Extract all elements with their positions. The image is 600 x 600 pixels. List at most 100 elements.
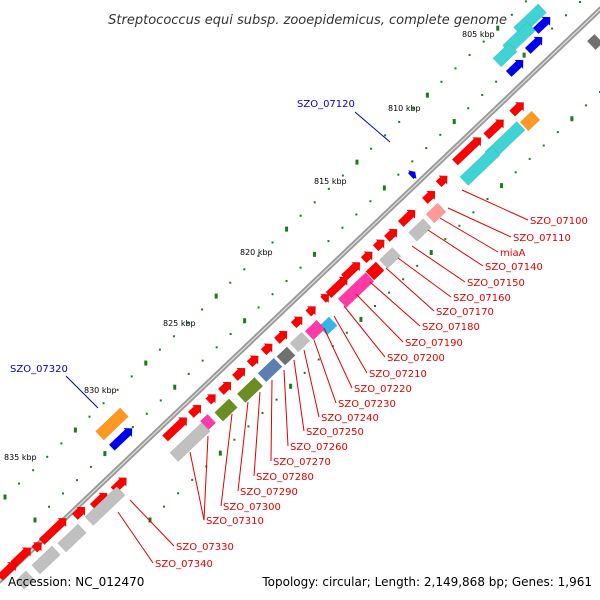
gene-feature[interactable] <box>324 273 351 300</box>
gene-feature[interactable] <box>508 98 528 118</box>
gene-feature[interactable] <box>319 290 333 304</box>
gene-feature[interactable] <box>161 413 191 442</box>
gene-feature[interactable] <box>95 407 129 441</box>
gene-feature[interactable] <box>214 398 238 422</box>
gene-feature[interactable] <box>204 390 220 406</box>
gene-feature[interactable] <box>257 357 283 383</box>
gene-feature[interactable] <box>57 523 87 553</box>
gene-feature[interactable] <box>519 110 541 132</box>
tick-mark <box>327 187 330 190</box>
gene-feature[interactable] <box>289 331 311 353</box>
gene-feature[interactable] <box>290 313 307 330</box>
scale-labels: 805 kbp 810 kbp 815 kbp 820 kbp 825 kbp … <box>4 30 495 462</box>
scale-label: 815 kbp <box>314 177 347 186</box>
gene-label[interactable]: SZO_07280 <box>256 472 314 483</box>
gene-label[interactable]: SZO_07270 <box>273 457 331 468</box>
gene-label[interactable]: SZO_07180 <box>422 322 480 333</box>
gene-feature[interactable] <box>372 236 389 253</box>
tick-mark <box>425 147 428 150</box>
tick-mark <box>257 306 260 309</box>
gene-feature[interactable] <box>337 272 375 308</box>
gene-feature[interactable] <box>421 187 439 205</box>
gene-feature[interactable] <box>365 261 385 281</box>
gene-feature[interactable] <box>9 543 35 568</box>
gene-feature[interactable] <box>38 514 71 546</box>
gene-feature[interactable] <box>505 56 528 78</box>
gene-label[interactable]: SZO_07210 <box>369 369 427 380</box>
gene-feature[interactable] <box>397 206 420 228</box>
tick-mark <box>317 358 320 361</box>
gene-feature[interactable] <box>273 327 291 345</box>
gene-label[interactable]: SZO_07240 <box>321 413 379 424</box>
gene-feature[interactable] <box>407 168 420 181</box>
gene-feature[interactable] <box>378 247 402 269</box>
gene-feature[interactable] <box>231 364 249 382</box>
tick-mark <box>429 250 433 255</box>
gene-feature[interactable] <box>304 319 326 341</box>
gene-label[interactable]: SZO_07290 <box>240 487 298 498</box>
gene-feature[interactable] <box>304 302 320 318</box>
tick-mark <box>218 450 222 456</box>
gene-feature[interactable] <box>459 146 501 186</box>
gene-feature[interactable] <box>435 172 452 189</box>
gene-feature[interactable] <box>318 316 338 336</box>
gene-label[interactable]: SZO_07100 <box>530 216 588 227</box>
leader-line <box>447 207 512 238</box>
gene-label[interactable]: SZO_07200 <box>387 353 445 364</box>
tick-mark <box>370 147 373 150</box>
gene-feature[interactable] <box>108 424 137 452</box>
scale-label: 820 kbp <box>240 248 273 257</box>
gene-feature[interactable] <box>586 33 600 51</box>
gene-label[interactable]: SZO_07220 <box>354 384 412 395</box>
gene-feature[interactable] <box>84 486 126 526</box>
gene-feature[interactable] <box>408 218 432 242</box>
gene-feature[interactable] <box>425 202 447 224</box>
tick-mark <box>46 455 49 458</box>
gene-label[interactable]: SZO_07170 <box>436 307 494 318</box>
gene-label[interactable]: SZO_07230 <box>338 399 396 410</box>
gene-label[interactable]: SZO_07250 <box>306 427 364 438</box>
gene-feature[interactable] <box>492 42 518 68</box>
tick-mark <box>299 214 302 217</box>
gene-label[interactable]: SZO_07260 <box>290 442 348 453</box>
tick-mark <box>88 415 91 418</box>
gene-label[interactable]: SZO_07330 <box>176 542 234 553</box>
gene-feature[interactable] <box>482 115 508 140</box>
gene-feature[interactable] <box>30 538 46 554</box>
gene-feature[interactable] <box>169 422 211 462</box>
gene-label[interactable]: SZO_07140 <box>485 262 543 273</box>
leader-line <box>189 451 205 521</box>
gene-feature[interactable] <box>31 545 61 575</box>
leader-line <box>427 229 484 267</box>
gene-feature[interactable] <box>71 503 89 521</box>
gene-feature[interactable] <box>15 570 35 590</box>
gene-label[interactable]: SZO_07300 <box>223 502 281 513</box>
gene-feature[interactable] <box>246 352 263 369</box>
gene-label[interactable]: SZO_07150 <box>467 278 525 289</box>
gene-feature[interactable] <box>0 558 20 582</box>
gene-feature[interactable] <box>451 133 485 167</box>
gene-feature[interactable] <box>340 258 364 282</box>
leader-line <box>369 281 421 327</box>
gene-label[interactable]: SZO_07320 <box>10 364 68 375</box>
gene-feature[interactable] <box>532 13 555 35</box>
leader-line <box>237 401 249 492</box>
gene-label[interactable]: SZO_07160 <box>453 293 511 304</box>
gene-label[interactable]: SZO_07110 <box>513 233 571 244</box>
gene-label[interactable]: SZO_07310 <box>206 516 264 527</box>
tick-mark <box>47 505 50 508</box>
gene-feature[interactable] <box>187 401 205 419</box>
gene-feature[interactable] <box>260 340 277 357</box>
gene-feature[interactable] <box>383 225 401 243</box>
gene-label[interactable]: miaA <box>500 248 526 259</box>
gene-label[interactable]: SZO_07190 <box>405 338 463 349</box>
gene-feature[interactable] <box>236 377 264 403</box>
gene-feature[interactable] <box>360 248 377 265</box>
gene-label[interactable]: SZO_07120 <box>297 99 355 110</box>
leader-line <box>303 349 320 418</box>
gene-feature[interactable] <box>217 378 235 396</box>
gene-label[interactable]: SZO_07340 <box>155 559 213 570</box>
gene-feature[interactable] <box>524 33 547 55</box>
gene-feature[interactable] <box>276 346 296 366</box>
